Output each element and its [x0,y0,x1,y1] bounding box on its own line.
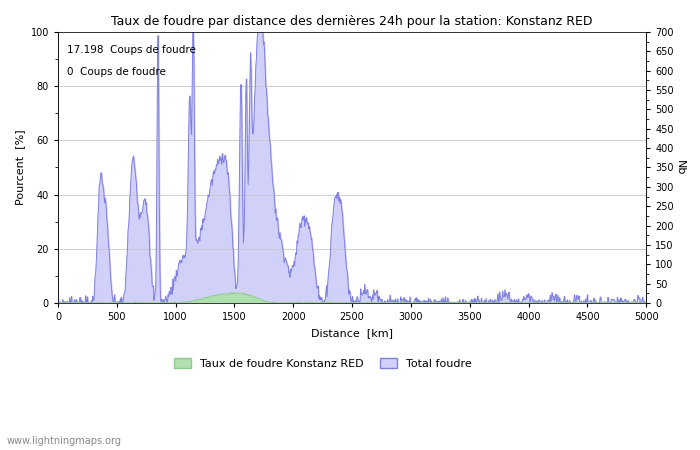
Text: www.lightningmaps.org: www.lightningmaps.org [7,436,122,446]
Legend: Taux de foudre Konstanz RED, Total foudre: Taux de foudre Konstanz RED, Total foudr… [169,354,476,373]
Title: Taux de foudre par distance des dernières 24h pour la station: Konstanz RED: Taux de foudre par distance des dernière… [111,15,593,28]
Y-axis label: Pourcent  [%]: Pourcent [%] [15,130,25,205]
Text: 0  Coups de foudre: 0 Coups de foudre [66,67,166,77]
X-axis label: Distance  [km]: Distance [km] [311,328,393,338]
Text: 17.198  Coups de foudre: 17.198 Coups de foudre [66,45,196,55]
Y-axis label: Nb: Nb [675,160,685,175]
